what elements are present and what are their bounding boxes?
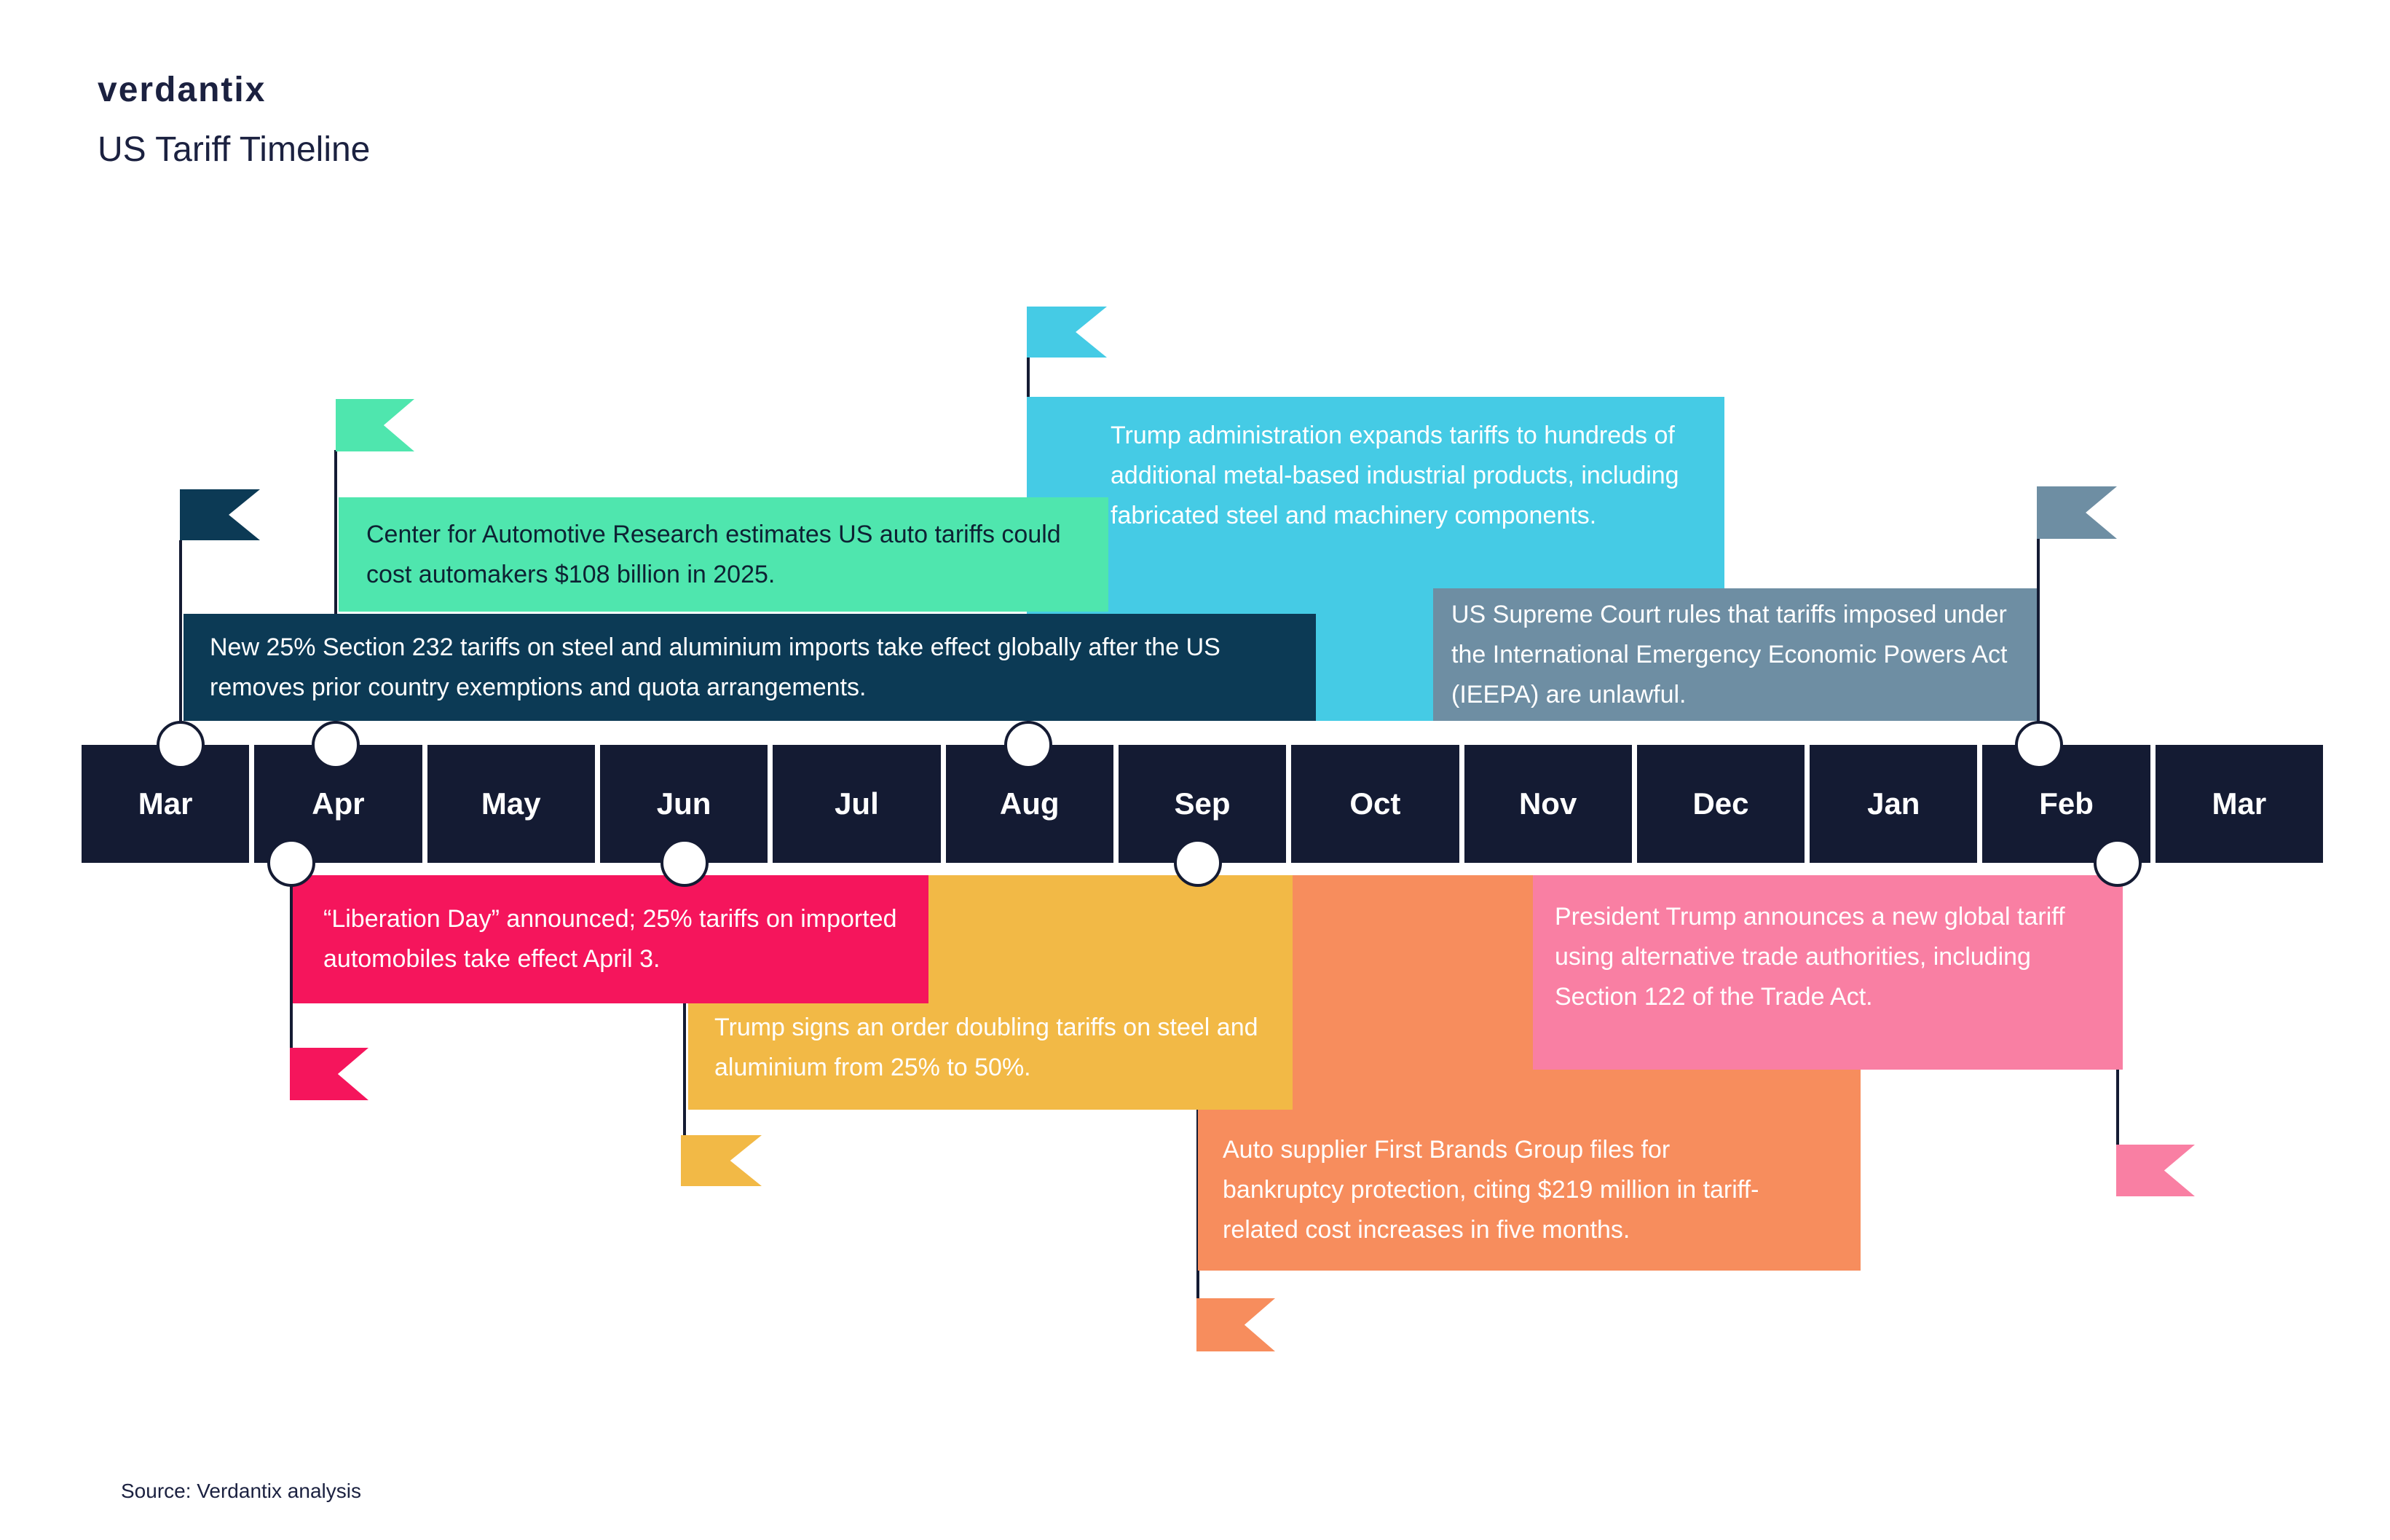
event-box-car-research: Center for Automotive Research estimates… (339, 497, 1108, 612)
flag-icon-section-232 (180, 489, 260, 540)
flag-icon-expand-tariffs (1027, 307, 1107, 358)
event-text: Center for Automotive Research estimates… (366, 520, 1061, 588)
flag-icon-car-research (336, 399, 414, 451)
timeline-node-first-brands (1174, 839, 1222, 887)
month-cell-6-sep: Sep (1118, 745, 1287, 863)
event-text: “Liberation Day” announced; 25% tariffs … (323, 905, 897, 973)
month-cell-9-dec: Dec (1636, 745, 1805, 863)
event-box-global-tariff: President Trump announces a new global t… (1533, 875, 2123, 1070)
event-text: Trump administration expands tariffs to … (1111, 422, 1679, 529)
event-text: Auto supplier First Brands Group files f… (1223, 1136, 1759, 1244)
timeline-node-liberation-day (267, 839, 315, 887)
event-text: President Trump announces a new global t… (1555, 903, 2065, 1011)
flag-icon-liberation-day (290, 1048, 368, 1100)
event-box-liberation-day: “Liberation Day” announced; 25% tariffs … (293, 875, 928, 1003)
timeline-node-scotus-ieepa (2015, 721, 2063, 769)
month-cell-12-mar: Mar (2155, 745, 2324, 863)
event-box-section-232: New 25% Section 232 tariffs on steel and… (184, 614, 1316, 721)
connector-line-scotus-ieepa (2037, 537, 2040, 745)
flag-icon-global-tariff (2116, 1145, 2195, 1196)
month-cell-4-jul: Jul (773, 745, 941, 863)
flag-icon-scotus-ieepa (2037, 486, 2117, 539)
month-cell-0-mar: Mar (82, 745, 250, 863)
timeline-node-expand-tariffs (1004, 721, 1052, 769)
timeline-node-car-research (312, 721, 360, 769)
page-title: US Tariff Timeline (98, 130, 371, 169)
timeline-node-global-tariff (2094, 839, 2142, 887)
month-cell-8-nov: Nov (1464, 745, 1632, 863)
source-note: Source: Verdantix analysis (121, 1480, 361, 1502)
timeline-node-doubling-order (660, 839, 709, 887)
verdantix-logo: verdantix (98, 71, 267, 109)
month-cell-2-may: May (427, 745, 595, 863)
month-cell-7-oct: Oct (1291, 745, 1459, 863)
connector-line-car-research (334, 450, 337, 745)
connector-line-liberation-day (290, 863, 293, 1048)
flag-icon-doubling-order (681, 1135, 762, 1186)
event-box-expand-tariffs: Trump administration expands tariffs to … (1027, 397, 1724, 721)
event-text: New 25% Section 232 tariffs on steel and… (210, 633, 1220, 701)
event-text: Trump signs an order doubling tariffs on… (714, 1014, 1258, 1081)
event-text: US Supreme Court rules that tariffs impo… (1451, 600, 2008, 708)
flag-icon-first-brands (1196, 1298, 1275, 1351)
connector-line-section-232 (179, 540, 182, 745)
timeline-node-section-232 (157, 721, 205, 769)
month-cell-10-jan: Jan (1810, 745, 1978, 863)
month-bar: Mar Apr May Jun Jul Aug Sep Oct Nov Dec Jan Feb Mar (82, 745, 2324, 863)
event-box-scotus-ieepa: US Supreme Court rules that tariffs impo… (1433, 588, 2037, 721)
